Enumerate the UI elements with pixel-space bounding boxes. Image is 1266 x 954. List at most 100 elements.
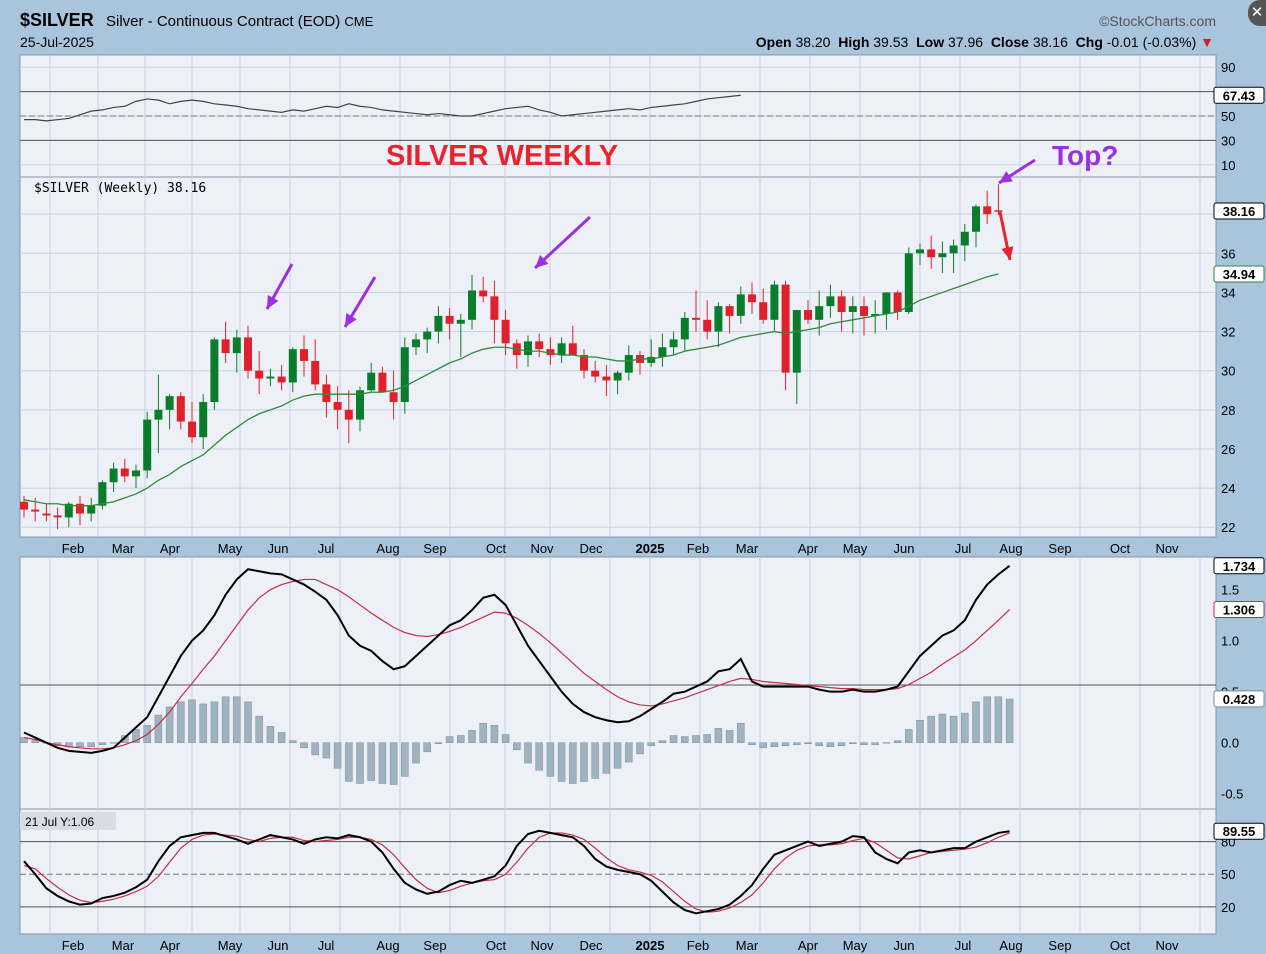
x-axis-label: Dec (579, 938, 603, 953)
x-axis-label: Dec (579, 541, 603, 556)
macd-histogram-bar (423, 742, 431, 753)
candle-body (109, 468, 118, 483)
macd-histogram-bar (972, 701, 980, 743)
candle-body (344, 409, 353, 420)
macd-histogram-bar (546, 742, 555, 777)
close-icon[interactable]: ✕ (1248, 0, 1266, 26)
macd-histogram-bar (255, 715, 263, 743)
candle-body (165, 396, 174, 410)
x-axis-label: Jul (955, 938, 972, 953)
candle-body (434, 315, 443, 332)
x-axis-label: May (218, 541, 243, 556)
x-axis-label: Aug (376, 938, 399, 953)
candle-body (53, 515, 62, 518)
stockcharts-logo: ©StockCharts.com (1099, 13, 1216, 29)
macd-histogram-bar (378, 742, 387, 784)
x-axis-label: Jun (268, 541, 289, 556)
x-axis-label: Nov (530, 938, 554, 953)
candle-body (423, 331, 432, 340)
price-candles (20, 184, 1003, 530)
signal-last-value: 1.306 (1223, 602, 1256, 617)
candle-body (501, 319, 510, 344)
x-axis-label: Jun (894, 938, 915, 953)
x-axis-label: Oct (486, 541, 507, 556)
x-axis-label: Apr (798, 938, 819, 953)
rsi-line (24, 94, 741, 122)
x-axis-label: Feb (687, 541, 709, 556)
macd-histogram-bar (826, 742, 835, 748)
x-axis-label: Oct (486, 938, 507, 953)
macd-histogram-bar (916, 719, 924, 743)
macd-histogram-bar (221, 696, 230, 743)
candle-body (132, 470, 140, 477)
hist-last-value: 0.428 (1223, 692, 1256, 707)
candle-body (468, 290, 476, 320)
x-axis-label: May (218, 938, 243, 953)
macd-histogram-bar (938, 713, 947, 743)
y-tick-label: 10 (1221, 158, 1235, 173)
candle-body (300, 349, 308, 361)
macd-histogram-bar (613, 742, 622, 769)
price-last-value: 38.16 (1223, 204, 1256, 219)
macd-histogram-bar (793, 742, 801, 745)
candle-body (916, 249, 924, 254)
x-axis-label: Feb (62, 541, 84, 556)
macd-histogram-bar (658, 740, 667, 743)
candle-body (535, 341, 544, 350)
macd-signal-line (23, 578, 1011, 750)
x-axis-label: Apr (160, 541, 181, 556)
macd-histogram-bar (692, 735, 700, 743)
x-axis-label: Sep (1048, 938, 1071, 953)
candle-body (333, 402, 342, 410)
candle-body (445, 315, 454, 324)
candle-body (87, 505, 96, 514)
candle-body (759, 302, 768, 320)
macd-histogram-bar (300, 742, 308, 749)
macd-histogram-bar (580, 742, 588, 782)
stoch-k-line (23, 829, 1010, 915)
candle-body (927, 249, 936, 258)
candle-body (748, 294, 756, 303)
x-axis-label: Apr (798, 541, 819, 556)
x-axis-label: Jul (318, 938, 335, 953)
price-legend: $SILVER (Weekly) 38.16 (34, 181, 206, 196)
macd-histogram-bar (401, 742, 409, 777)
macd-histogram-bar (199, 703, 207, 743)
candle-body (311, 360, 320, 385)
candle-body (826, 296, 835, 307)
candle-body (210, 339, 219, 402)
y-tick-label: 26 (1221, 442, 1235, 457)
macd-histogram-bar (367, 742, 375, 781)
purple-arrow-top-head (999, 171, 1013, 183)
purple-arrow-1-head (267, 295, 279, 309)
y-tick-label: 22 (1221, 520, 1235, 535)
chart-date: 25-Jul-2025 (20, 34, 94, 50)
x-axis-label: 2025 (636, 541, 665, 556)
x-axis-label: Aug (999, 541, 1022, 556)
macd-histogram-bar (748, 742, 756, 745)
macd-histogram-bar (322, 742, 331, 759)
rsi-last-value: 67.43 (1223, 88, 1256, 103)
x-axis-label: Nov (530, 541, 554, 556)
macd-histogram-bar (725, 730, 734, 743)
macd-histogram-bar (356, 742, 364, 784)
ohlc-readout: Open 38.20 High 39.53 Low 37.96 Close 38… (755, 34, 1214, 50)
candle-body (591, 370, 600, 377)
y-tick-label: 0.0 (1221, 736, 1239, 751)
candle-body (669, 339, 678, 348)
macd-histogram-bar (557, 742, 566, 782)
candle-body (42, 513, 51, 516)
purple-arrow-2-head (345, 313, 357, 327)
stochastic-indicator (23, 829, 1010, 915)
price-last-value-box (1213, 202, 1265, 220)
candle-body (871, 313, 880, 316)
macd-histogram-bar (501, 734, 510, 743)
macd-histogram-bar (669, 735, 678, 743)
stoch-legend-box (20, 812, 116, 830)
rsi-last-value-box (1213, 86, 1265, 104)
x-axis-label: Jun (894, 541, 915, 556)
macd-histogram-bar (815, 742, 823, 746)
macd-panel-bg (19, 556, 1217, 810)
macd-histogram-bar (770, 742, 779, 748)
macd-histogram-bar (188, 699, 196, 743)
